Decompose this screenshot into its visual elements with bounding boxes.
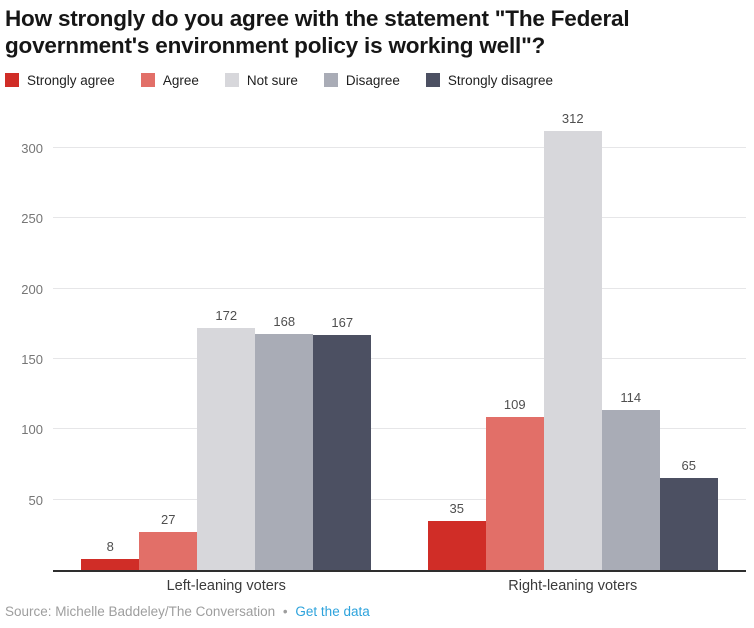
- bar-agree: 27: [139, 512, 198, 570]
- legend-label: Disagree: [345, 72, 400, 88]
- legend-swatch-strongly-agree: [5, 73, 19, 88]
- legend-swatch-not-sure: [224, 73, 239, 88]
- legend-label: Agree: [162, 72, 199, 88]
- bar-strongly-disagree: 65: [659, 458, 718, 570]
- gridline-250: [53, 217, 746, 219]
- legend-item-strongly-disagree: Strongly disagree: [425, 72, 553, 88]
- legend-item-agree: Agree: [140, 72, 199, 88]
- gridline-200: [53, 287, 746, 289]
- gridline-300: [53, 147, 746, 149]
- bar-group-left-leaning-voters: 8 27 172 168 167: [53, 106, 400, 570]
- legend-swatch-strongly-disagree: [425, 73, 440, 88]
- chart: 50 100 150 200 250 300 8 27 172 168 167 35 109 312 114…: [5, 106, 746, 594]
- legend-swatch-agree: [140, 73, 155, 88]
- gridline-50: [53, 498, 746, 500]
- y-tick-label-200: 200: [21, 281, 43, 297]
- legend-label: Not sure: [246, 72, 298, 88]
- legend-label: Strongly disagree: [447, 72, 553, 88]
- y-tick-label-50: 50: [28, 492, 43, 508]
- bar-disagree: 168: [255, 314, 314, 570]
- source-text: Source: Michelle Baddeley/The Conversati…: [5, 603, 276, 619]
- bar-not-sure: 312: [543, 111, 602, 570]
- legend-label: Strongly agree: [27, 72, 115, 88]
- bar-strongly-agree: 35: [427, 501, 486, 570]
- gridline-150: [53, 357, 746, 359]
- bar-value-label: 168: [273, 313, 296, 329]
- bar-value-label: 35: [449, 500, 464, 516]
- bar-value-label: 167: [331, 315, 354, 331]
- bar-strongly-disagree: 167: [313, 315, 372, 570]
- bar-value-label: 109: [503, 396, 526, 412]
- x-axis-labels: Left-leaning voters Right-leaning voters: [53, 578, 746, 594]
- legend: Strongly agree Agree Not sure Disagree Stron…: [5, 73, 746, 88]
- y-tick-label-150: 150: [21, 351, 43, 367]
- legend-item-not-sure: Not sure: [224, 72, 298, 88]
- bar-not-sure: 172: [197, 308, 256, 570]
- bar-group-right-leaning-voters: 35 109 312 114 65: [400, 106, 747, 570]
- bar-value-label: 114: [620, 389, 642, 405]
- bar-value-label: 27: [161, 511, 176, 527]
- y-tick-label-300: 300: [21, 141, 43, 157]
- legend-swatch-disagree: [323, 73, 338, 88]
- y-tick-label-250: 250: [21, 211, 43, 227]
- y-tick-label-100: 100: [21, 422, 43, 438]
- bar-value-label: 312: [561, 111, 584, 127]
- bar-value-label: 172: [215, 308, 238, 324]
- source-line: Source: Michelle Baddeley/The Conversati…: [5, 604, 746, 619]
- gridline-100: [53, 428, 746, 430]
- plot-area: 50 100 150 200 250 300 8 27 172 168 167 35 109 312 114…: [21, 106, 747, 572]
- separator: •: [282, 603, 288, 619]
- bar-value-label: 8: [106, 538, 114, 554]
- chart-title: How strongly do you agree with the state…: [5, 6, 630, 59]
- x-category-label-right-leaning-voters: Right-leaning voters: [508, 577, 638, 594]
- get-the-data-link[interactable]: Get the data: [295, 603, 370, 619]
- x-category-label-left-leaning-voters: Left-leaning voters: [166, 577, 286, 594]
- bar-strongly-agree: 8: [81, 539, 140, 570]
- bar-value-label: 65: [681, 458, 696, 474]
- legend-item-strongly-agree: Strongly agree: [5, 73, 115, 88]
- legend-item-disagree: Disagree: [323, 72, 400, 88]
- bar-agree: 109: [485, 397, 544, 570]
- bar-disagree: 114: [601, 390, 660, 570]
